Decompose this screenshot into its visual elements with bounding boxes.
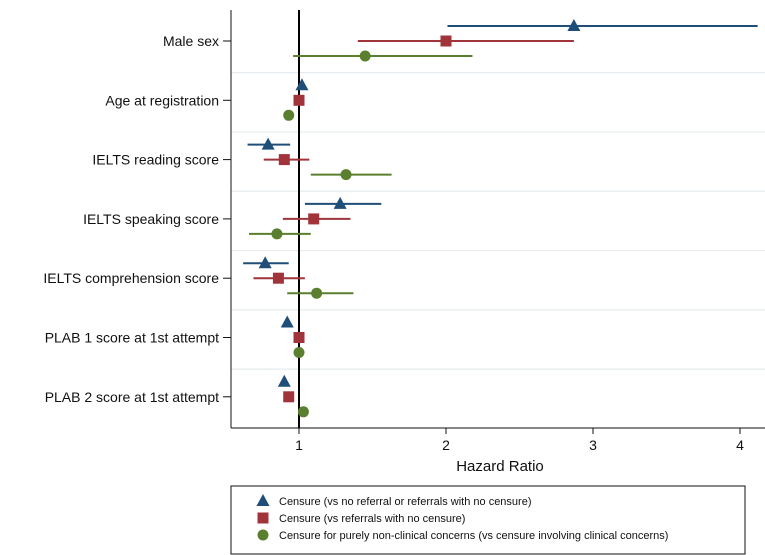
- legend-label: Censure (vs referrals with no censure): [279, 513, 465, 525]
- category-label: IELTS speaking score: [83, 211, 219, 227]
- point-estimate: [308, 213, 320, 225]
- point-estimate: [271, 228, 283, 240]
- point-estimate: [258, 256, 272, 269]
- x-tick-label: 2: [442, 437, 450, 453]
- point-estimate: [340, 169, 352, 181]
- point-estimate: [295, 78, 309, 91]
- x-tick-label: 4: [736, 437, 744, 453]
- x-tick-label: 3: [589, 437, 597, 453]
- point-estimate: [293, 347, 305, 358]
- category-label: PLAB 1 score at 1st attempt: [45, 330, 219, 346]
- category-label: IELTS reading score: [92, 152, 219, 168]
- point-estimate: [283, 109, 295, 121]
- point-estimate: [277, 374, 291, 387]
- legend-marker: [256, 494, 270, 506]
- data-marks: [243, 19, 758, 418]
- category-label: Age at registration: [105, 92, 219, 108]
- legend-label: Censure (vs no referral or referrals wit…: [279, 496, 531, 508]
- point-estimate: [297, 406, 309, 418]
- category-label: PLAB 2 score at 1st attempt: [45, 389, 219, 405]
- point-estimate: [261, 137, 275, 150]
- legend-marker: [257, 512, 269, 524]
- point-estimate: [293, 332, 305, 343]
- point-estimate: [280, 315, 294, 328]
- point-estimate: [278, 154, 290, 166]
- gridlines: [231, 72, 765, 370]
- x-tick-label: 1: [295, 437, 303, 453]
- point-estimate: [311, 287, 323, 299]
- legend: Censure (vs no referral or referrals wit…: [230, 485, 746, 555]
- point-estimate: [359, 50, 371, 62]
- point-estimate: [333, 196, 347, 209]
- point-estimate: [272, 272, 284, 284]
- legend-box: [230, 485, 746, 555]
- category-label: Male sex: [163, 33, 219, 49]
- point-estimate: [293, 94, 305, 106]
- x-axis-label: Hazard Ratio: [456, 458, 544, 475]
- category-labels: Male sex Age at registration IELTS reading…: [43, 33, 231, 405]
- point-estimate: [440, 35, 452, 47]
- legend-marker: [257, 529, 269, 541]
- legend-label: Censure for purely non-clinical concerns…: [279, 530, 668, 542]
- point-estimate: [283, 391, 295, 403]
- x-ticks: 1 2 3 4: [295, 428, 744, 453]
- point-estimate: [567, 19, 581, 31]
- category-label: IELTS comprehension score: [43, 270, 219, 286]
